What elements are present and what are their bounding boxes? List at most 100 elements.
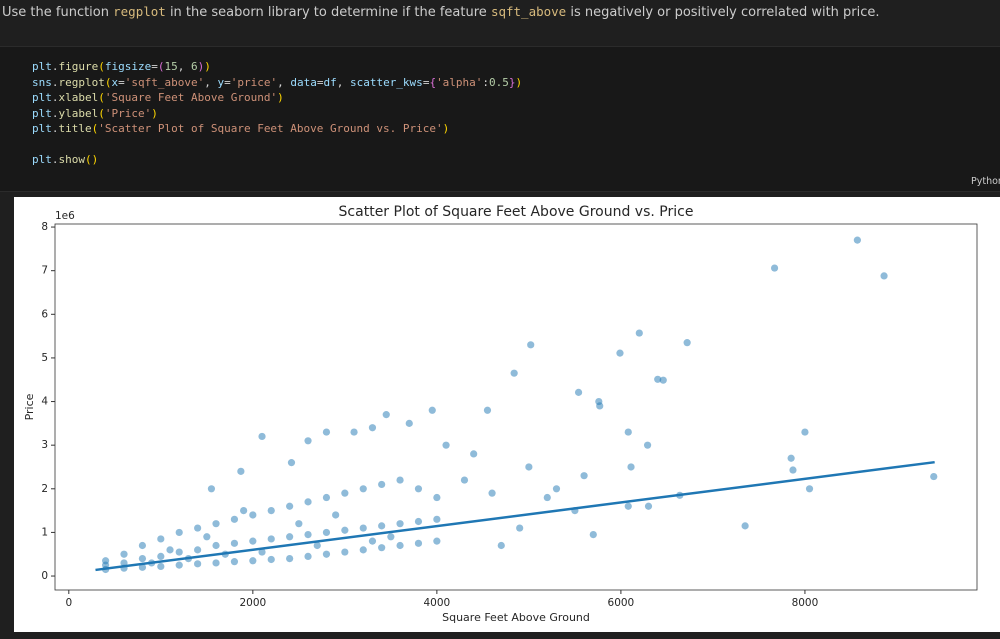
code-token: = [151, 60, 158, 73]
scatter-point [543, 493, 551, 502]
scatter-point [341, 489, 349, 497]
code-token: 'alpha' [436, 75, 483, 89]
scatter-point [175, 528, 183, 537]
code-token: df [323, 75, 337, 89]
scatter-point [166, 546, 174, 554]
code-cell[interactable]: plt.figure(figsize=(15, 6)) sns.regplot(x… [0, 46, 1000, 192]
code-token: () [85, 153, 99, 166]
code-token: show [58, 153, 86, 166]
scatter-point [194, 560, 202, 568]
scatter-point [249, 557, 257, 565]
code-token: = [118, 75, 125, 89]
scatter-point [624, 428, 632, 436]
code-token: ( [104, 75, 112, 89]
scatter-point [510, 369, 518, 377]
code-token: 'Scatter Plot of Square Feet Above Groun… [98, 122, 443, 135]
code-token: ( [98, 60, 105, 73]
inline-code: regplot [113, 4, 166, 19]
code-token: ) [151, 106, 158, 120]
scatter-point [880, 272, 888, 280]
code-token: y [217, 75, 225, 89]
scatter-point [574, 388, 583, 396]
scatter-point [313, 541, 321, 550]
scatter-point [350, 428, 358, 436]
code-token: ( [157, 60, 165, 73]
scatter-point [194, 546, 202, 554]
code-token: xlabel [58, 91, 99, 104]
code-token: . [51, 91, 59, 104]
scatter-point [527, 341, 535, 349]
y-tick-label: 8 [41, 221, 48, 233]
code-token: , [177, 60, 191, 73]
scatter-point [741, 522, 749, 530]
code-line: plt.xlabel('Square Feet Above Ground') [32, 90, 522, 106]
scatter-point [414, 539, 423, 547]
code-token: data [290, 75, 317, 89]
inline-code: sqft_above [490, 4, 567, 19]
code-token: . [51, 122, 59, 135]
code-token: ) [442, 122, 450, 135]
scatter-point [789, 466, 797, 474]
x-tick-label: 8000 [792, 597, 819, 609]
scatter-point [378, 522, 386, 530]
code-token: 'sqft_above' [124, 75, 205, 89]
language-label[interactable]: Python [971, 176, 1000, 187]
code-token: ) [277, 91, 284, 104]
code-token: ) [204, 60, 211, 73]
y-tick-label: 5 [41, 352, 48, 364]
scatter-point [368, 537, 377, 545]
scatter-point [207, 485, 216, 493]
y-offset-label: 1e6 [55, 210, 75, 222]
scatter-point [378, 544, 386, 552]
code-token: ylabel [58, 106, 99, 120]
code-token: plt [32, 106, 52, 120]
scatter-point [258, 548, 266, 556]
scatter-point [138, 563, 147, 571]
scatter-point [295, 520, 303, 528]
scatter-point [589, 530, 597, 539]
scatter-point [616, 349, 624, 357]
code-token: = [224, 75, 231, 89]
code-token: . [51, 75, 59, 89]
scatter-point [428, 406, 436, 414]
code-token: 15 [164, 60, 178, 73]
scatter-point [359, 485, 367, 493]
code-token: ) [515, 75, 523, 89]
scatter-point [643, 441, 652, 449]
y-tick-label: 4 [41, 396, 48, 408]
scatter-point [267, 535, 275, 543]
code-token: plt [32, 122, 52, 135]
text: is negatively or positively correlated w… [566, 5, 880, 20]
scatter-point [552, 485, 561, 493]
scatter-point [138, 554, 147, 563]
scatter-point [157, 552, 165, 561]
scatter-point [359, 546, 367, 554]
x-tick-label: 2000 [239, 597, 266, 609]
scatter-point [596, 402, 604, 410]
scatter-point [497, 541, 505, 550]
chart-title: Scatter Plot of Square Feet Above Ground… [339, 204, 694, 220]
scatter-point [230, 515, 239, 523]
scatter-point [175, 548, 183, 556]
scatter-point [341, 548, 349, 556]
code-line: sns.regplot(x='sqft_above', y='price', d… [32, 75, 522, 91]
scatter-point [304, 530, 312, 539]
code-editor[interactable]: plt.figure(figsize=(15, 6)) sns.regplot(x… [32, 59, 522, 168]
code-token: 6 [190, 60, 198, 73]
code-token: . [51, 153, 59, 166]
text: in the seaborn library to determine if t… [165, 5, 491, 20]
code-token: plt [32, 153, 52, 166]
code-token: , [277, 75, 291, 89]
scatter-point [304, 552, 312, 561]
code-token: sns [32, 75, 52, 89]
scatter-point [405, 419, 413, 427]
code-line: plt.figure(figsize=(15, 6)) [32, 59, 522, 75]
code-line: plt.show() [32, 152, 522, 168]
plot-frame [54, 223, 978, 591]
x-tick-label: 6000 [608, 597, 635, 609]
scatter-point [267, 507, 275, 515]
y-tick-label: 1 [41, 526, 48, 538]
code-token: ( [91, 122, 99, 135]
scatter-point [525, 463, 533, 471]
scatter-point [240, 507, 248, 515]
